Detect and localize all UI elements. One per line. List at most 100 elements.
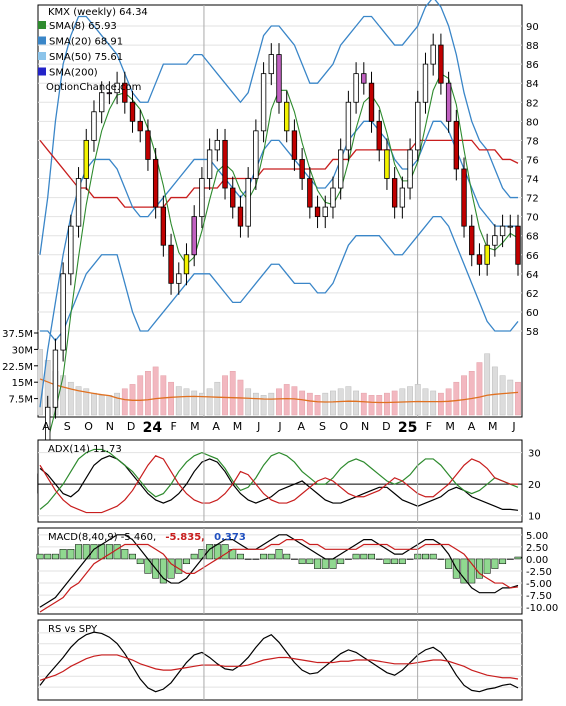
macd-value-red: -5.835,: [165, 532, 205, 543]
candle-body: [469, 225, 475, 256]
volume-bar: [368, 395, 375, 416]
macd-histogram-bar: [183, 558, 190, 565]
price-tick-label: 62: [526, 289, 539, 300]
candle-body: [206, 149, 213, 179]
candle-body: [338, 149, 344, 189]
volume-bar: [283, 384, 290, 416]
macd-histogram-bar: [98, 544, 106, 560]
candle-body: [322, 206, 328, 218]
price-tick-label: 70: [526, 213, 539, 224]
volume-tick-label: 22.5M: [2, 362, 33, 373]
x-tick-label: J: [256, 420, 260, 433]
candle-body: [476, 254, 483, 265]
adx-lines: [39, 448, 519, 514]
legend-swatch: [38, 67, 46, 76]
price-tick-label: 88: [526, 41, 539, 52]
macd-histogram-bar: [90, 544, 98, 560]
rs-grid: [38, 632, 522, 688]
price-tick-label: 90: [526, 22, 539, 33]
volume-bar: [191, 390, 198, 416]
adx-tick-label: 20: [528, 480, 541, 491]
price-tick-label: 86: [526, 60, 539, 71]
x-tick-label: A: [42, 420, 50, 433]
macd-histogram-bar: [437, 558, 445, 560]
volume-bar: [384, 392, 390, 416]
legend-items: SMA(8) 65.93 SMA(20) 68.91 SMA(50) 75.61 SM…: [38, 21, 123, 79]
macd-histogram-bar: [406, 558, 414, 560]
macd-histogram-bar: [206, 544, 214, 560]
volume-bar: [75, 386, 82, 416]
legend-swatch: [38, 36, 46, 45]
macd-histogram-bar: [306, 558, 314, 565]
price-legend: KMX (weekly) 64.34 SMA(8) 65.93 SMA(20) 6…: [38, 7, 148, 93]
macd-histogram-bar: [422, 553, 429, 560]
macd-histogram-bar: [499, 558, 507, 565]
candle-body: [307, 178, 313, 208]
candle-body: [245, 178, 251, 227]
legend-swatch: [38, 52, 46, 60]
candle-body: [129, 101, 136, 122]
macd-histogram-bar: [337, 558, 345, 565]
price-tick-label: 80: [526, 117, 539, 128]
macd-histogram-bar: [460, 558, 468, 584]
candle-body: [68, 225, 74, 275]
macd-histogram-bar: [221, 544, 229, 560]
x-tick-label: 25: [398, 420, 417, 436]
x-tick-label: J: [277, 420, 281, 433]
macd-tick-label: 0.00: [526, 555, 548, 566]
volume-bar: [83, 388, 90, 416]
macd-histogram-bar: [344, 558, 352, 560]
price-tick-label: 66: [526, 251, 539, 262]
candle-body: [191, 216, 197, 256]
lower-band-line: [40, 215, 519, 342]
volume-bar: [222, 375, 228, 416]
volume-bar: [330, 390, 336, 416]
volume-bar: [491, 366, 498, 416]
volume-bar: [214, 381, 221, 416]
candle-body: [276, 54, 282, 103]
macd-histogram-bar: [121, 549, 129, 560]
macd-series-line: [39, 539, 519, 613]
macd-histogram-bar: [329, 558, 337, 569]
candle-body: [492, 235, 498, 246]
macd-histogram-bar: [445, 558, 453, 569]
price-tick-label: 58: [526, 327, 539, 338]
macd-histogram-bar: [321, 558, 329, 569]
macd-histogram-bar: [59, 549, 67, 560]
macd-y-ticks: 5.002.500.00-2.50-5.00-7.50-10.00: [526, 531, 558, 614]
candle-body: [353, 73, 359, 103]
macd-histogram-bar: [514, 556, 522, 560]
candle-body: [438, 44, 444, 84]
volume-bar: [145, 371, 151, 416]
candle-body: [176, 273, 182, 284]
macd-histogram-bar: [375, 558, 383, 560]
rs-title: RS vs SPY: [48, 624, 98, 635]
volume-bar: [353, 390, 360, 416]
price-tick-label: 64: [526, 270, 539, 281]
rs-panel: RS vs SPY: [37, 619, 523, 701]
macd-histogram-bar: [352, 553, 360, 560]
x-tick-label: D: [382, 420, 390, 433]
candle-body: [422, 63, 429, 103]
volume-bar: [245, 388, 252, 416]
volume-bar: [183, 388, 190, 416]
macd-histogram-bar: [298, 558, 306, 565]
price-tick-label: 68: [526, 232, 539, 243]
adx-tick-label: 30: [528, 449, 541, 460]
volume-bar: [291, 386, 298, 416]
candle-body: [484, 244, 490, 265]
macd-histogram-bar: [44, 553, 52, 560]
x-tick-label: M: [445, 420, 455, 433]
volume-bar: [160, 375, 167, 416]
x-axis: A S O N D 24 F M A M J J A S O N D 25 F M A M J: [42, 420, 515, 436]
price-panel: 90 88 86 84 82 80 78 76 74 72 70 68 66 64 62 60 58 37.5M…: [2, 0, 539, 505]
price-tick-label: 60: [526, 308, 539, 319]
volume-bar: [252, 392, 259, 416]
macd-tick-label: -7.50: [526, 591, 552, 602]
x-tick-label: S: [319, 420, 326, 433]
x-tick-label: S: [64, 420, 71, 433]
candle-body: [52, 349, 59, 408]
macd-histogram-bar: [67, 549, 75, 560]
volume-bar: [60, 375, 67, 416]
volume-bar: [276, 388, 282, 416]
